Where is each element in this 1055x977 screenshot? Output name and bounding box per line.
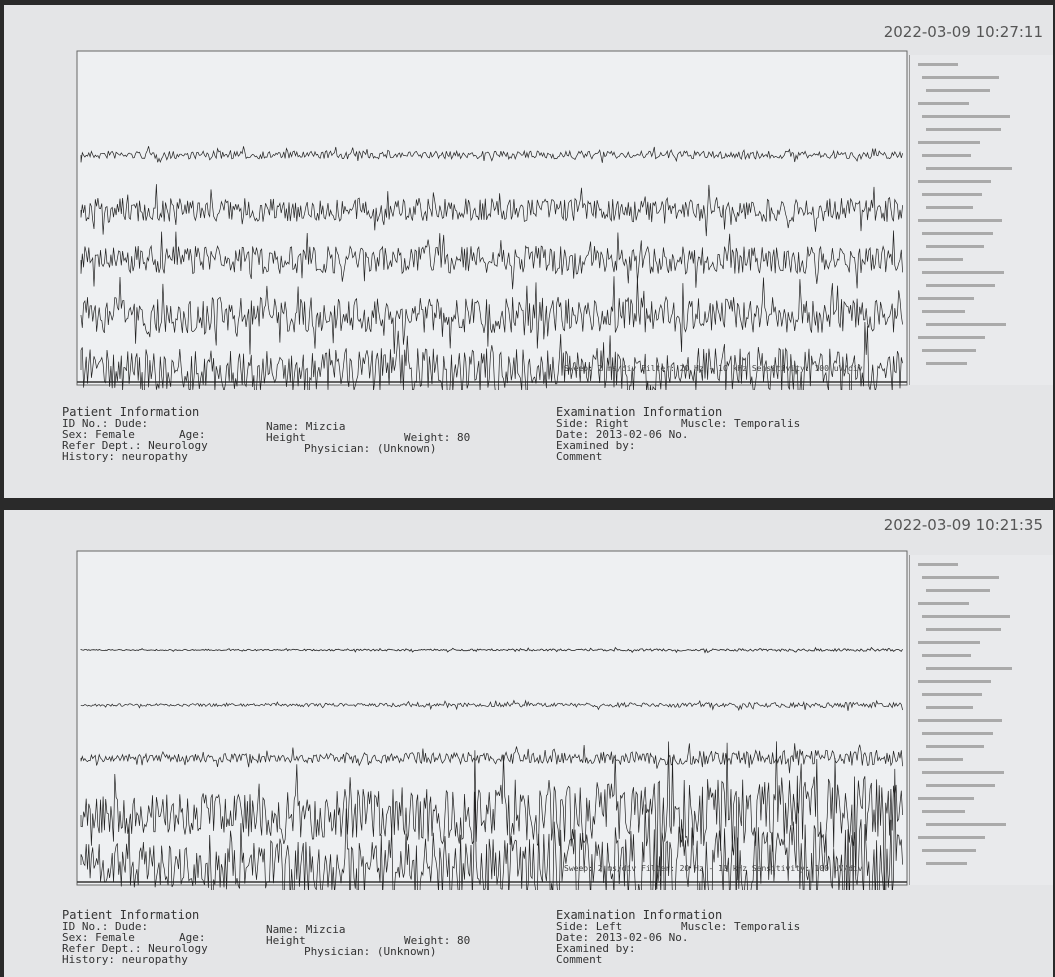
side-panel-row xyxy=(922,271,1004,274)
side-panel-row xyxy=(926,862,967,865)
side-panel-row xyxy=(922,349,976,352)
side-panel-row xyxy=(922,115,1010,118)
side-panel-row xyxy=(922,654,971,657)
patient-physician: Physician: (Unknown) xyxy=(304,946,436,957)
side-panel-row xyxy=(922,154,971,157)
patient-physician: Physician: (Unknown) xyxy=(304,443,436,454)
side-panel-row xyxy=(918,141,980,144)
side-panel-row xyxy=(922,76,999,79)
page: {"screens":[ {"timestamp":"2022-03-09 10… xyxy=(0,0,1055,977)
side-panel-row xyxy=(918,336,985,339)
side-panel-row xyxy=(926,823,1006,826)
side-panel-row xyxy=(918,797,974,800)
side-panel-row xyxy=(926,89,990,92)
patient-age: Age: xyxy=(179,932,206,943)
side-panel-row xyxy=(918,102,969,105)
exam-field: Comment xyxy=(556,451,800,462)
side-panel-row xyxy=(922,771,1004,774)
side-panel xyxy=(909,555,1053,885)
timestamp: 2022-03-09 10:27:11 xyxy=(884,23,1043,41)
side-panel-row xyxy=(918,719,1002,722)
side-panel-row xyxy=(922,310,965,313)
side-panel-row xyxy=(922,232,993,235)
timestamp: 2022-03-09 10:21:35 xyxy=(884,516,1043,534)
patient-field: History: neuropathy xyxy=(62,451,208,462)
side-panel-row xyxy=(922,615,1010,618)
screen: 2022-03-09 10:27:11 Sweep: 2 ms/div Filte… xyxy=(4,5,1053,498)
status-line: Sweep: 2 ms/div Filter: 20 Hz - 10 kHz S… xyxy=(564,864,863,873)
side-panel xyxy=(909,55,1053,385)
side-panel-row xyxy=(926,362,967,365)
patient-age: Age: xyxy=(179,429,206,440)
side-panel-row xyxy=(922,732,993,735)
side-panel-row xyxy=(926,128,1001,131)
side-panel-row xyxy=(926,206,973,209)
side-panel-row xyxy=(918,180,991,183)
side-panel-row xyxy=(918,297,974,300)
side-panel-row xyxy=(918,836,985,839)
side-panel-row xyxy=(922,810,965,813)
side-panel-row xyxy=(926,667,1012,670)
side-panel-row xyxy=(926,167,1012,170)
side-panel-row xyxy=(922,193,982,196)
side-panel-row xyxy=(922,849,976,852)
side-panel-row xyxy=(918,63,958,66)
side-panel-row xyxy=(918,219,1002,222)
side-panel-row xyxy=(926,589,990,592)
side-panel-row xyxy=(926,745,984,748)
side-panel-row xyxy=(926,284,995,287)
waveform-chart xyxy=(59,550,909,890)
side-panel-row xyxy=(926,784,995,787)
chart-frame xyxy=(77,551,907,885)
side-panel-row xyxy=(918,258,963,261)
side-panel-row xyxy=(922,693,982,696)
side-panel-row xyxy=(926,323,1006,326)
chart-frame xyxy=(77,51,907,385)
patient-field: History: neuropathy xyxy=(62,954,208,965)
side-panel-row xyxy=(926,245,984,248)
status-line: Sweep: 2 ms/div Filter: 20 Hz - 10 kHz S… xyxy=(564,364,863,373)
waveform-chart xyxy=(59,50,909,390)
side-panel-row xyxy=(926,706,973,709)
exam-field: Comment xyxy=(556,954,800,965)
side-panel-row xyxy=(918,680,991,683)
side-panel-row xyxy=(926,628,1001,631)
side-panel-row xyxy=(918,602,969,605)
exam-muscle: Muscle: Temporalis xyxy=(681,417,800,430)
side-panel-row xyxy=(918,641,980,644)
side-panel-row xyxy=(922,576,999,579)
screen: 2022-03-09 10:21:35 Sweep: 2 ms/div Filte… xyxy=(4,510,1053,977)
exam-muscle: Muscle: Temporalis xyxy=(681,920,800,933)
side-panel-row xyxy=(918,563,958,566)
side-panel-row xyxy=(918,758,963,761)
